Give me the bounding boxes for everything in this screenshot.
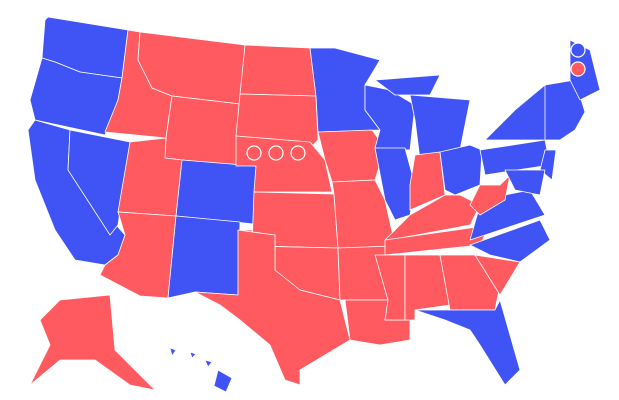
state-wv[interactable]: [469, 174, 511, 216]
district-marker-ne-2[interactable]: [268, 145, 284, 161]
district-markers-layer: [246, 42, 586, 161]
state-fl[interactable]: [414, 299, 521, 386]
states-layer: [27, 16, 601, 393]
state-nd[interactable]: [239, 44, 317, 97]
state-nc[interactable]: [469, 219, 551, 263]
state-hi[interactable]: [213, 369, 233, 393]
state-ms[interactable]: [374, 254, 406, 321]
state-hi[interactable]: [169, 347, 177, 357]
state-nv[interactable]: [67, 129, 131, 236]
district-marker-ne-3[interactable]: [290, 145, 306, 161]
district-marker-me-1[interactable]: [570, 42, 586, 58]
district-marker-ne-1[interactable]: [246, 145, 262, 161]
state-sc[interactable]: [474, 254, 521, 296]
state-hi[interactable]: [189, 351, 197, 359]
state-in[interactable]: [409, 151, 446, 211]
state-oh[interactable]: [439, 144, 483, 196]
state-hi[interactable]: [204, 359, 213, 368]
state-wy[interactable]: [164, 95, 241, 167]
state-tx[interactable]: [194, 229, 351, 386]
state-nm[interactable]: [167, 215, 241, 299]
state-co[interactable]: [175, 159, 257, 225]
district-marker-me-2[interactable]: [570, 61, 586, 77]
state-sd[interactable]: [235, 93, 319, 149]
state-md-de[interactable]: [504, 169, 546, 196]
state-ak[interactable]: [29, 294, 156, 391]
state-mi-up[interactable]: [374, 74, 441, 96]
